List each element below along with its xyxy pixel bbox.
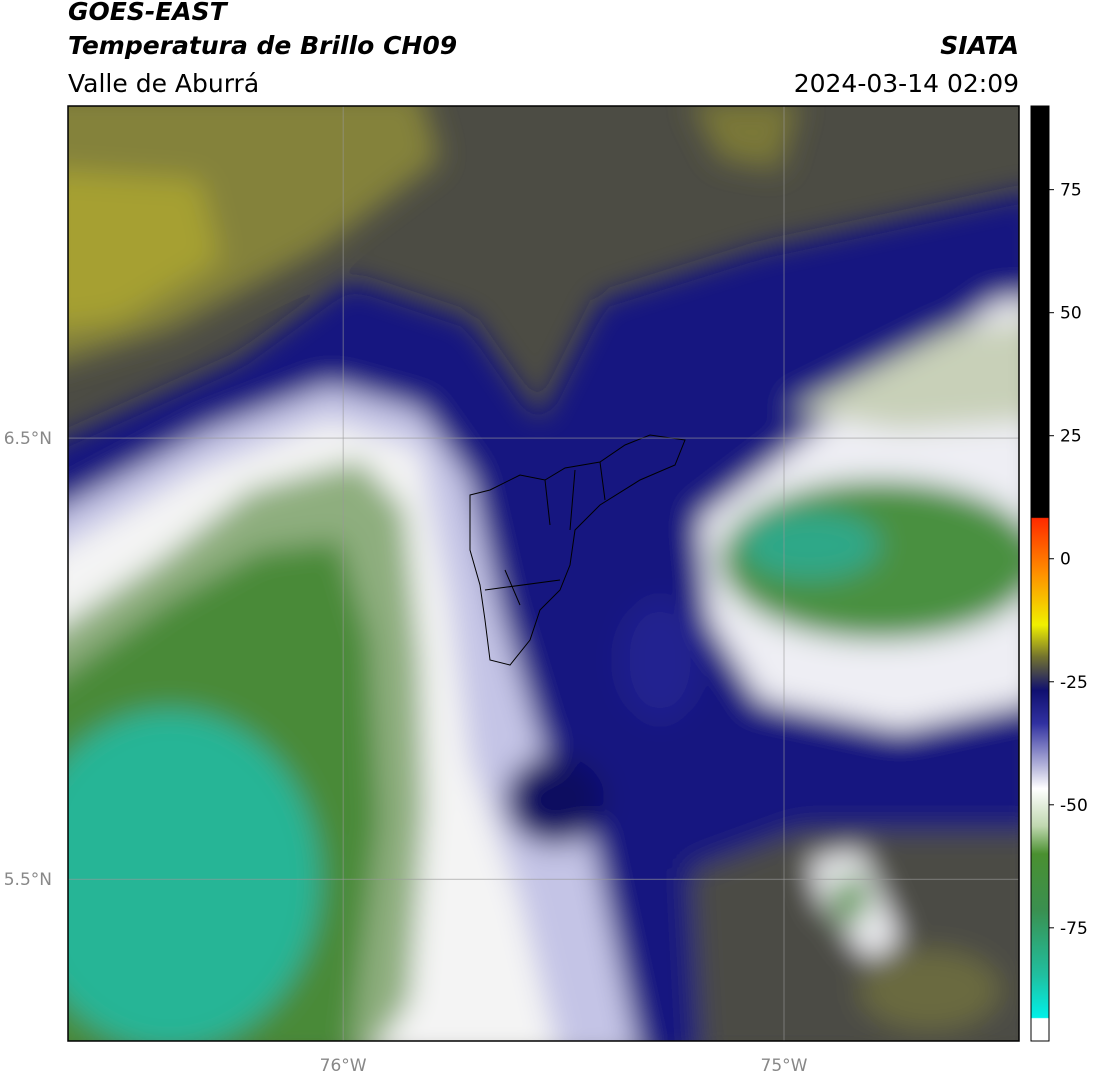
- subtitle: Temperatura de Brillo CH09: [68, 31, 457, 60]
- colorbar: [1030, 105, 1050, 1042]
- lon-label: 75°W: [761, 1056, 808, 1076]
- colorbar-tick-label: -25: [1060, 673, 1088, 693]
- agency: SIATA: [940, 31, 1019, 60]
- colorbar-tick-label: 0: [1060, 550, 1071, 570]
- region: Valle de Aburrá: [68, 69, 259, 98]
- satellite-image: [68, 106, 1019, 1041]
- datetime: 2024-03-14 02:09: [794, 69, 1019, 98]
- lat-label: 6.5°N: [4, 429, 52, 449]
- colorbar-tick-label: 75: [1060, 181, 1082, 201]
- municipal-boundaries: [469, 434, 686, 666]
- colorbar-tick-label: -75: [1060, 919, 1088, 939]
- lon-label: 76°W: [320, 1056, 367, 1076]
- map-frame: [67, 105, 1020, 1042]
- colorbar-tick-label: 25: [1060, 427, 1082, 447]
- colorbar-tick-label: 50: [1060, 304, 1082, 324]
- lat-label: 5.5°N: [4, 870, 52, 890]
- colorbar-tick-label: -50: [1060, 796, 1088, 816]
- title: GOES-EAST: [68, 0, 229, 26]
